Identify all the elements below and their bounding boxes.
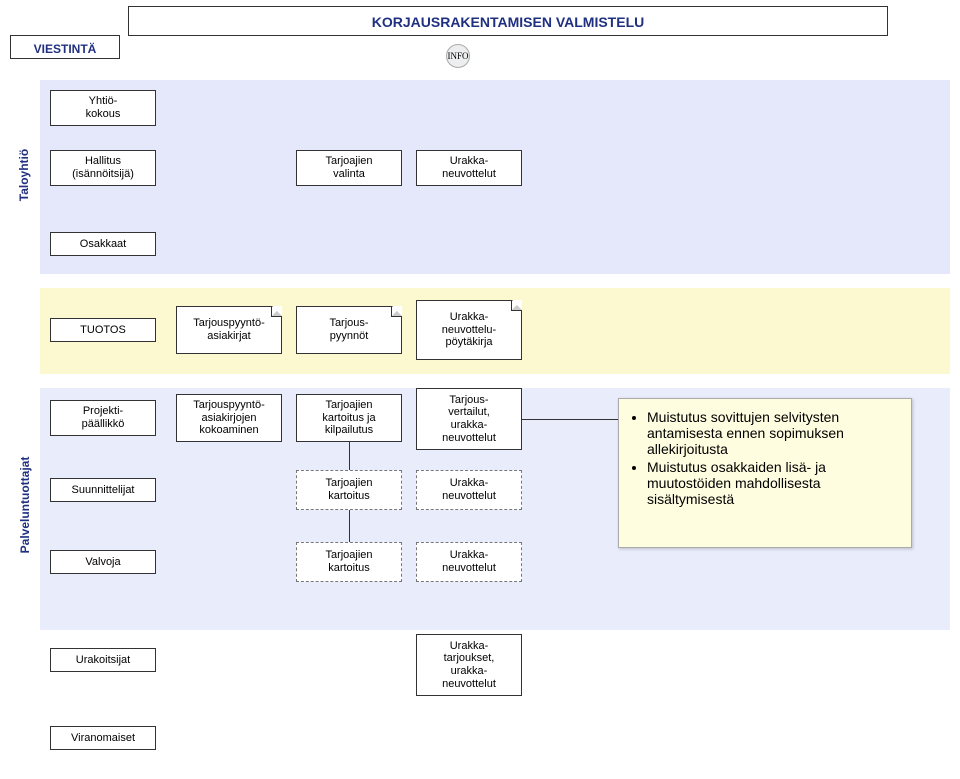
side-label-viestinta: VIESTINTÄ	[10, 35, 120, 59]
conn-proj-c-suun	[349, 442, 350, 470]
row-projektipaallikko: Projekti-päällikkö	[50, 400, 156, 436]
row-viranomaiset: Viranomaiset	[50, 726, 156, 750]
conn-vertailut-memo	[522, 419, 618, 420]
row-yhtiokokous: Yhtiö-kokous	[50, 90, 156, 126]
box-tarjoajien-valinta: Tarjoajienvalinta	[296, 150, 402, 186]
box-urakka-tarjoukset: Urakka-tarjoukset,urakka-neuvottelut	[416, 634, 522, 696]
row-suunnittelijat: Suunnittelijat	[50, 478, 156, 502]
memo-item-2: Muistutus osakkaiden lisä- ja muutostöid…	[647, 459, 899, 507]
box-valvoja-kartoitus: Tarjoajienkartoitus	[296, 542, 402, 582]
row-urakoitsijat: Urakoitsijat	[50, 648, 156, 672]
box-valvoja-urakka: Urakka-neuvottelut	[416, 542, 522, 582]
box-tarjous-vertailut: Tarjous-vertailut,urakka-neuvottelut	[416, 388, 522, 450]
conn-suun-c-valv	[349, 510, 350, 542]
box-tarjoajien-kartoitus-ja: Tarjoajienkartoitus jakilpailutus	[296, 394, 402, 442]
box-suunnittelijat-urakka: Urakka-neuvottelut	[416, 470, 522, 510]
box-urakka-neuvottelut-hallitus: Urakka-neuvottelut	[416, 150, 522, 186]
lane-label-taloyhtio: Taloyhtiö	[17, 145, 31, 205]
memo-item-1: Muistutus sovittujen selvitysten antamis…	[647, 409, 899, 457]
row-osakkaat: Osakkaat	[50, 232, 156, 256]
row-hallitus: Hallitus(isännöitsijä)	[50, 150, 156, 186]
row-valvoja: Valvoja	[50, 550, 156, 574]
box-tarjouspyynto-asiakirjat: Tarjouspyyntö-asiakirjat	[176, 306, 282, 354]
title-main: KORJAUSRAKENTAMISEN VALMISTELU	[128, 6, 888, 36]
info-badge: INFO	[446, 44, 470, 68]
box-urakka-neuvottelu-poytakirja: Urakka-neuvottelu-pöytäkirja	[416, 300, 522, 360]
lane-label-palveluntuottajat: Palveluntuottajat	[18, 450, 32, 560]
box-tarjouspyynto-kokoaminen: Tarjouspyyntö-asiakirjojenkokoaminen	[176, 394, 282, 442]
box-suunnittelijat-kartoitus: Tarjoajienkartoitus	[296, 470, 402, 510]
box-tarjous-pyynnot: Tarjous-pyynnöt	[296, 306, 402, 354]
memo-reminders: Muistutus sovittujen selvitysten antamis…	[618, 398, 912, 548]
row-tuotos: TUOTOS	[50, 318, 156, 342]
